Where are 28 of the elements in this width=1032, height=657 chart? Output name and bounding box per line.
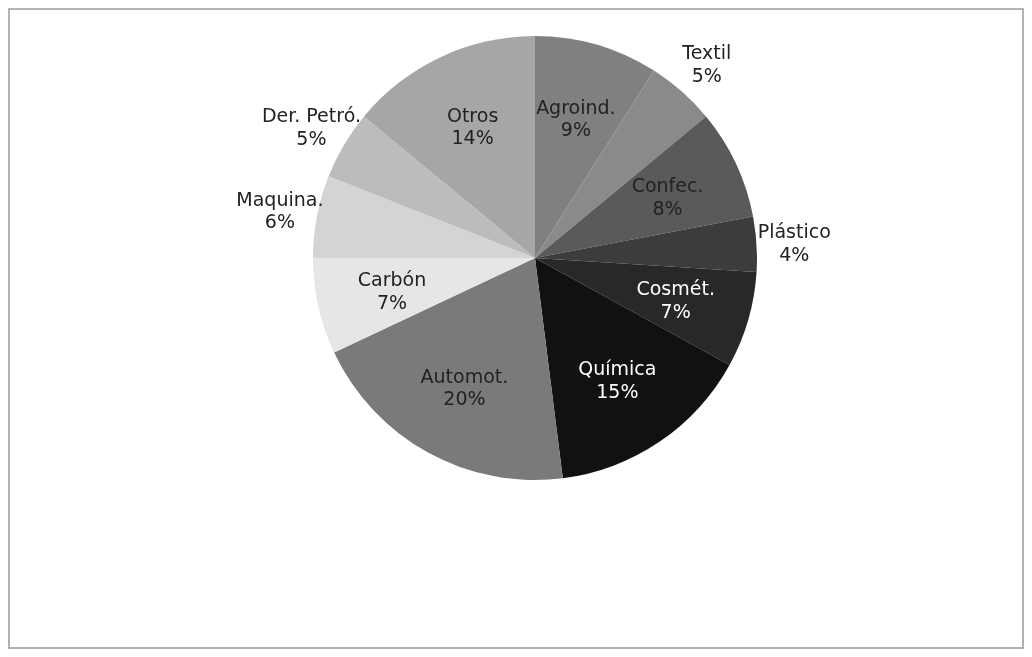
pie-slice bbox=[535, 216, 757, 272]
data-label: 20% bbox=[443, 387, 486, 410]
pie-slice bbox=[334, 258, 563, 480]
slice-label: Agroind. bbox=[536, 95, 616, 118]
data-label: 7% bbox=[376, 290, 408, 313]
slice-label: Carbón bbox=[357, 268, 427, 291]
pie-slice bbox=[535, 258, 730, 479]
data-label: 7% bbox=[660, 299, 691, 322]
data-label: 4% bbox=[779, 242, 810, 265]
pie-slice bbox=[363, 36, 535, 258]
data-label: 5% bbox=[691, 64, 722, 87]
pie-slice bbox=[535, 116, 754, 258]
slice-label: Der. Petró. bbox=[261, 103, 361, 126]
data-label: 14% bbox=[451, 126, 494, 149]
data-label: 5% bbox=[296, 126, 327, 149]
data-label: 9% bbox=[560, 118, 591, 141]
slice-label: Otros bbox=[446, 103, 499, 126]
data-label: 8% bbox=[652, 196, 683, 219]
slice-label: Plástico bbox=[757, 219, 831, 242]
data-label: 6% bbox=[264, 210, 295, 233]
slice-label: Confec. bbox=[631, 173, 704, 196]
slice-label: Maquina. bbox=[236, 187, 324, 210]
slice-label: Cosmét. bbox=[636, 277, 715, 300]
pie-slice bbox=[313, 258, 535, 353]
slice-label: Química bbox=[578, 357, 657, 380]
slice-label: Automot. bbox=[420, 364, 509, 387]
slice-label: Textil bbox=[681, 41, 732, 64]
data-label: 15% bbox=[596, 380, 639, 403]
